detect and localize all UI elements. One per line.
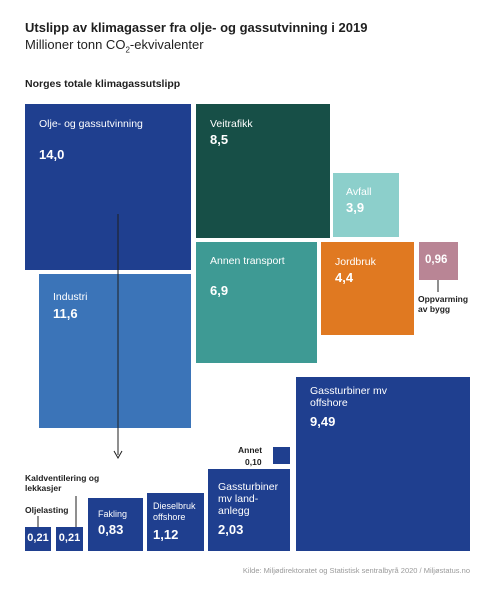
chart-subtitle: Millioner tonn CO2-ekvivalenter <box>25 37 204 55</box>
breakdown-value: 0,21 <box>58 532 81 544</box>
section-label: Norges totale klimagassutslipp <box>25 78 181 90</box>
sector-label: Jordbruk <box>335 256 376 268</box>
breakdown-label: Dieselbruk offshore <box>153 501 196 522</box>
sector-value: 3,9 <box>346 200 365 215</box>
drilldown-arrow-head <box>113 450 123 460</box>
breakdown-gassturbiner-landanlegg: Gassturbiner mv land-anlegg 2,03 <box>208 469 290 551</box>
sector-label: Veitrafikk <box>210 118 253 130</box>
breakdown-value-annet: 0,10 <box>245 457 262 467</box>
sector-veitrafikk: Veitrafikk 8,5 <box>196 104 330 238</box>
breakdown-label-oljelasting: Oljelasting <box>25 505 69 515</box>
breakdown-value: 9,49 <box>310 414 336 429</box>
breakdown-dieselbruk-offshore: Dieselbruk offshore 1,12 <box>147 493 204 551</box>
breakdown-label-annet: Annet <box>238 445 263 455</box>
breakdown-label: Gassturbiner mv land-anlegg <box>218 481 279 517</box>
sector-label-oppvarming: Oppvarming av bygg <box>418 294 469 314</box>
sector-value: 6,9 <box>210 283 229 298</box>
breakdown-label-kaldventilering: Kaldventilering og lekkasjer <box>25 473 100 493</box>
sector-annen-transport: Annen transport 6,9 <box>196 242 317 363</box>
sector-olje-og-gassutvinning: Olje- og gassutvinning 14,0 <box>25 104 191 270</box>
source-note: Kilde: Miljødirektoratet og Statistisk s… <box>242 566 470 575</box>
breakdown-gassturbiner-offshore: Gassturbiner mv offshore 9,49 <box>296 377 470 551</box>
sector-avfall: Avfall 3,9 <box>333 173 399 237</box>
sector-oppvarming-av-bygg: 0,96 <box>419 242 458 280</box>
breakdown-value: 1,12 <box>153 527 179 542</box>
sector-value: 4,4 <box>335 270 354 285</box>
sector-value: 8,5 <box>210 132 229 147</box>
sector-industri: Industri 11,6 <box>39 274 191 428</box>
breakdown-kaldventilering: 0,21 <box>56 527 83 551</box>
breakdown-value: 2,03 <box>218 522 244 537</box>
breakdown-label: Gassturbiner mv offshore <box>310 385 388 409</box>
sector-label: Avfall <box>346 186 372 198</box>
sector-value: 0,96 <box>425 254 448 266</box>
breakdown-value: 0,21 <box>27 532 49 544</box>
sector-label: Industri <box>53 291 88 303</box>
sector-value: 11,6 <box>53 306 78 321</box>
breakdown-annet <box>273 447 290 464</box>
sector-label: Annen transport <box>210 255 285 267</box>
sector-jordbruk: Jordbruk 4,4 <box>321 242 414 335</box>
breakdown-fakling: Fakling 0,83 <box>88 498 143 551</box>
breakdown-value: 0,83 <box>98 522 124 537</box>
chart-title: Utslipp av klimagasser fra olje- og gass… <box>25 20 368 35</box>
breakdown-oljelasting: 0,21 <box>25 527 51 551</box>
sector-label: Olje- og gassutvinning <box>39 118 143 130</box>
breakdown-label: Fakling <box>98 509 128 519</box>
sector-value: 14,0 <box>39 147 65 162</box>
